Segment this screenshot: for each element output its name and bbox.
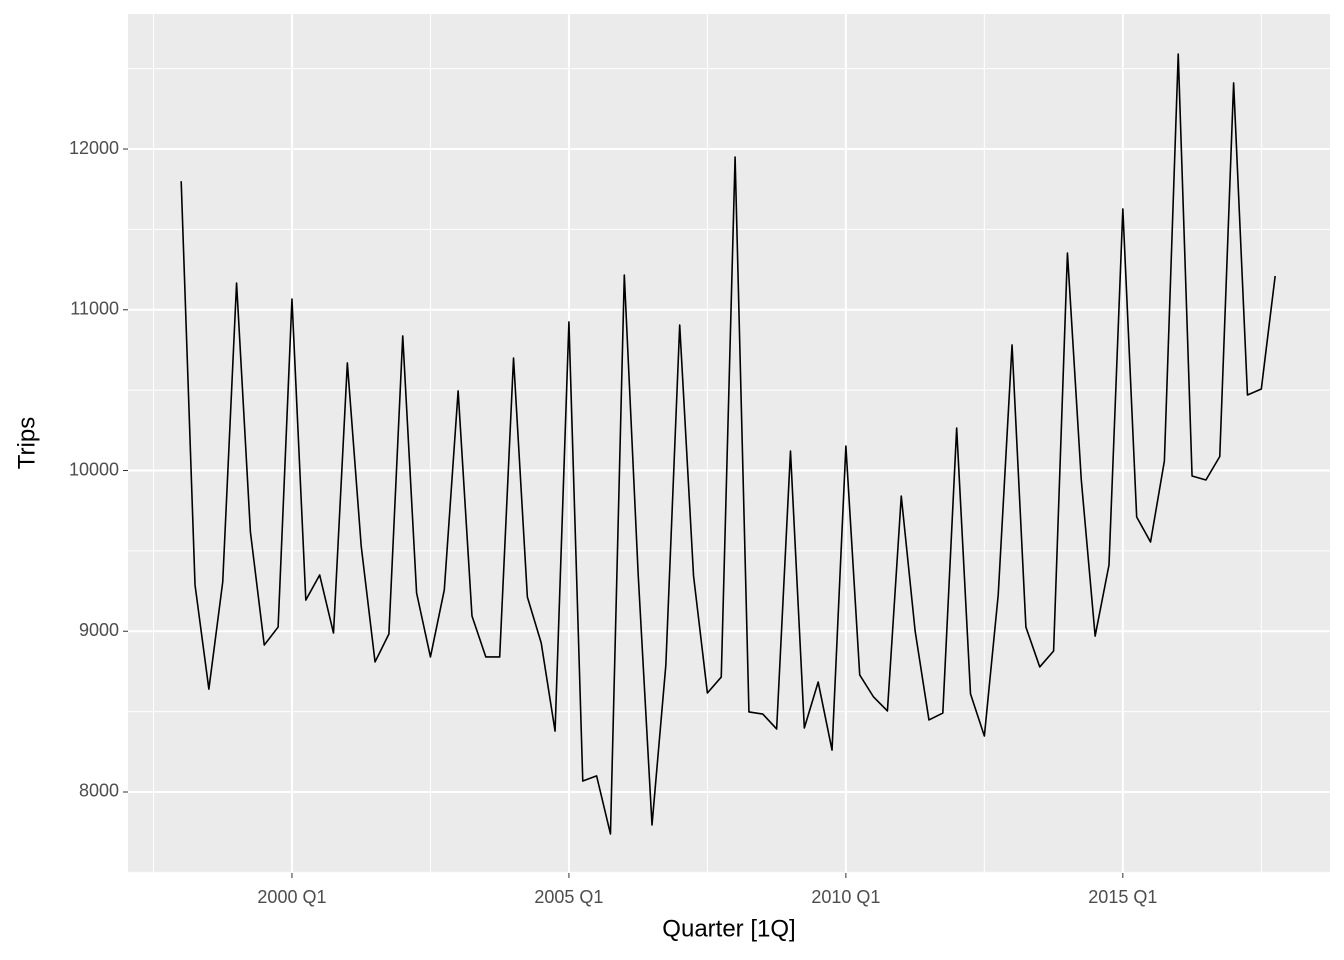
line-series [180, 53, 1276, 835]
panel [128, 14, 1330, 873]
x-tick-label: 2010 Q1 [811, 887, 880, 907]
y-tick-label: 11000 [70, 299, 119, 319]
y-axis-title: Trips [13, 417, 40, 469]
y-tick-label: 8000 [79, 781, 119, 801]
y-tick-label: 12000 [69, 138, 119, 158]
x-tick-label: 2015 Q1 [1088, 887, 1157, 907]
x-axis-title: Quarter [1Q] [662, 915, 795, 942]
x-tick-label: 2005 Q1 [534, 887, 603, 907]
x-tick-label: 2000 Q1 [257, 887, 326, 907]
y-tick-label: 9000 [79, 620, 119, 640]
y-tick-label: 10000 [69, 459, 119, 479]
